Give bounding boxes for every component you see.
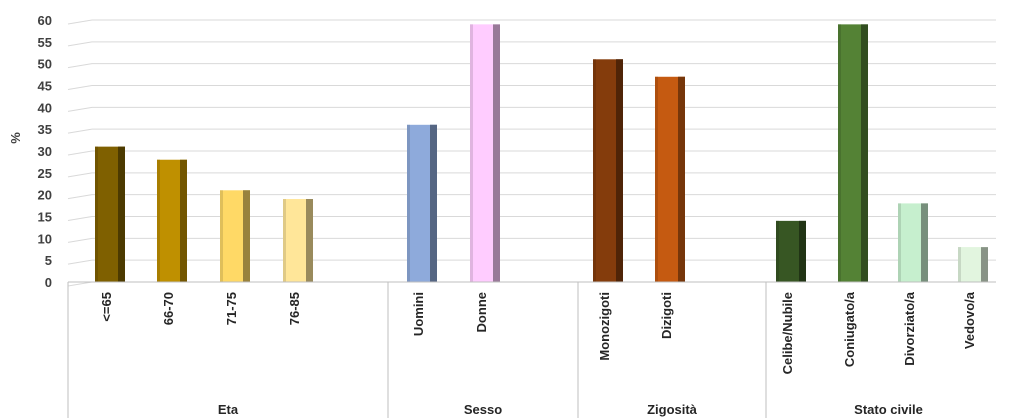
bar-side	[616, 59, 623, 282]
bar-edge	[776, 220, 779, 282]
bar-side	[861, 24, 868, 282]
bar	[838, 24, 868, 282]
bar	[958, 247, 988, 282]
bar	[470, 24, 500, 282]
bar-side	[493, 24, 500, 282]
bar-side	[118, 146, 125, 282]
gridline	[67, 63, 996, 69]
bar-edge	[838, 24, 841, 282]
bar-edge	[407, 124, 410, 282]
gridline	[67, 106, 996, 112]
category-label: 66-70	[161, 292, 176, 325]
y-tick-label: 60	[38, 13, 52, 28]
group-labels: Eta Sesso Zigosità Stato civile	[218, 402, 923, 417]
category-label: Uomini	[411, 292, 426, 336]
gridline	[67, 172, 996, 178]
bar-edge	[898, 203, 901, 282]
y-tick-label: 55	[38, 35, 52, 50]
bar	[95, 146, 125, 282]
bar-side	[921, 203, 928, 282]
bar	[407, 124, 437, 282]
gridline	[67, 41, 996, 47]
category-label: <=65	[99, 292, 114, 322]
y-tick-label: 25	[38, 166, 52, 181]
y-axis-ticks: 0 5 10 15 20 25 30 35 40 45 50 55 60	[38, 13, 52, 290]
bar-side	[799, 220, 806, 282]
gridline	[67, 85, 996, 90]
bar	[220, 190, 250, 282]
category-label: Dizigoti	[659, 292, 674, 339]
y-tick-label: 10	[38, 231, 52, 246]
category-label: 76-85	[287, 292, 302, 325]
bar-side	[678, 76, 685, 283]
category-labels: <=65 66-70 71-75 76-85 Uomini Donne Monozigoti…	[99, 291, 977, 374]
y-tick-label: 20	[38, 188, 52, 203]
gridline	[67, 216, 996, 221]
bar-edge	[283, 199, 286, 282]
y-tick-label: 0	[45, 275, 52, 290]
bar-side	[430, 124, 437, 282]
bars	[95, 24, 988, 283]
bar-side	[180, 159, 187, 282]
gridlines	[67, 19, 996, 287]
gridline	[67, 194, 996, 200]
category-label: Coniugato/a	[842, 291, 857, 367]
group-label: Sesso	[464, 402, 502, 417]
category-label: Monozigoti	[597, 292, 612, 361]
bar-edge	[655, 76, 658, 283]
bar	[593, 59, 623, 282]
group-label: Stato civile	[854, 402, 923, 417]
category-label: 71-75	[224, 292, 239, 325]
gridline	[67, 259, 996, 265]
y-tick-label: 35	[38, 122, 52, 137]
gridline	[67, 237, 996, 243]
category-label: Donne	[474, 292, 489, 332]
bar	[283, 199, 313, 282]
group-label: Zigosità	[647, 402, 698, 417]
y-tick-label: 15	[38, 210, 52, 225]
bar-side	[243, 190, 250, 282]
bar-edge	[95, 146, 98, 282]
y-axis-label: %	[8, 132, 23, 144]
category-label: Celibe/Nubile	[780, 292, 795, 374]
y-tick-label: 45	[38, 79, 52, 94]
y-tick-label: 40	[38, 100, 52, 115]
category-label: Divorziato/a	[902, 291, 917, 365]
gridline	[67, 281, 996, 287]
bar-edge	[220, 190, 223, 282]
gridline	[67, 150, 996, 156]
bar	[655, 76, 685, 283]
gridline	[67, 128, 996, 134]
bar-side	[306, 199, 313, 282]
y-tick-label: 5	[45, 253, 52, 268]
bar	[776, 220, 806, 282]
y-tick-label: 30	[38, 144, 52, 159]
y-tick-label: 50	[38, 57, 52, 72]
bar-edge	[470, 24, 473, 282]
bar	[898, 203, 928, 282]
group-dividers	[67, 282, 767, 418]
bar-side	[981, 247, 988, 282]
bar-edge	[958, 247, 961, 282]
group-label: Eta	[218, 402, 239, 417]
gridline	[67, 19, 996, 25]
bar-edge	[593, 59, 596, 282]
bar-edge	[157, 159, 160, 282]
bar	[157, 159, 187, 282]
category-label: Vedovo/a	[962, 291, 977, 349]
